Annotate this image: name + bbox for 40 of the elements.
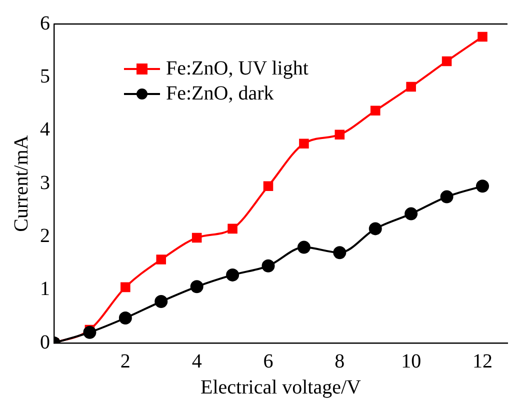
- x-tick-label: 10: [401, 350, 422, 372]
- point: [83, 326, 96, 339]
- point: [476, 180, 490, 193]
- y-tick-label: 3: [40, 172, 50, 194]
- point: [442, 56, 452, 66]
- point: [333, 246, 346, 260]
- point: [299, 138, 309, 149]
- x-axis-title: Electrical voltage/V: [200, 376, 362, 398]
- point: [118, 312, 132, 325]
- point: [262, 259, 275, 272]
- legend-label: Fe:ZnO, dark: [166, 82, 274, 104]
- point: [226, 268, 240, 282]
- y-tick-label: 1: [40, 278, 50, 300]
- y-tick-label: 4: [40, 118, 50, 141]
- x-tick-label: 8: [334, 350, 345, 372]
- point: [478, 32, 488, 42]
- point: [368, 222, 382, 236]
- point: [334, 130, 345, 140]
- point: [406, 82, 416, 92]
- y-tick-label: 2: [40, 224, 50, 247]
- x-tick-label: 12: [472, 350, 493, 372]
- point: [228, 224, 238, 234]
- y-tick-label: 5: [40, 65, 50, 88]
- point: [120, 282, 130, 292]
- y-tick-label: 0: [40, 331, 50, 354]
- point: [370, 106, 380, 116]
- point: [404, 207, 418, 220]
- point: [297, 240, 310, 254]
- x-tick-label: 6: [263, 350, 274, 372]
- y-tick-label: 6: [40, 12, 50, 34]
- point: [190, 280, 204, 294]
- x-tick-label: 2: [120, 350, 130, 372]
- point: [440, 190, 454, 204]
- point: [192, 232, 202, 243]
- point: [154, 295, 168, 308]
- legend-label: Fe:ZnO, UV light: [166, 57, 309, 80]
- point: [156, 254, 166, 264]
- y-axis-title: Current/mA: [10, 134, 32, 232]
- x-tick-label: 4: [192, 350, 202, 372]
- point: [263, 181, 274, 192]
